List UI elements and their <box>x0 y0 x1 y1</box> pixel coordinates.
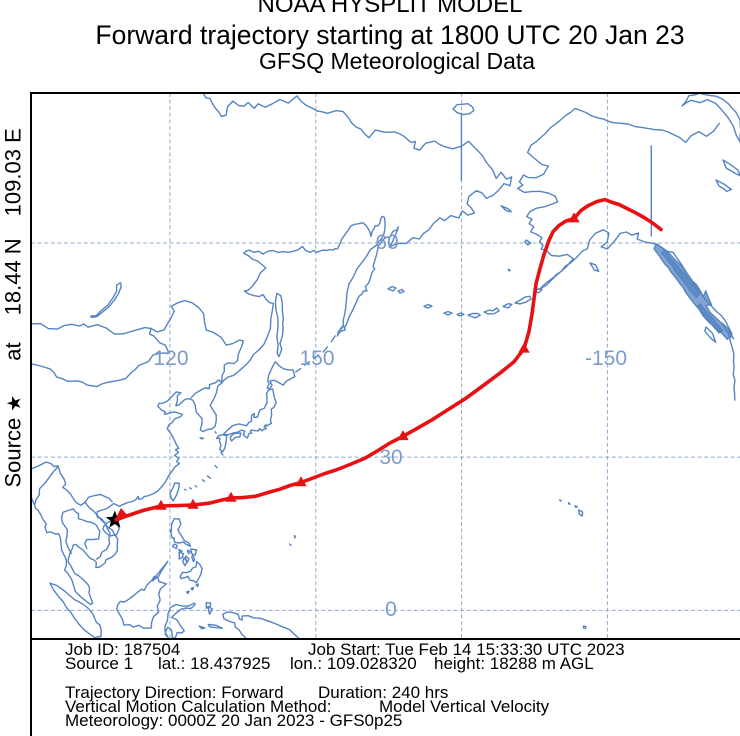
svg-text:-150: -150 <box>585 347 627 370</box>
svg-text:60: 60 <box>375 231 398 254</box>
svg-text:30: 30 <box>379 446 402 469</box>
svg-text:0: 0 <box>385 598 397 621</box>
svg-text:150: 150 <box>299 347 334 370</box>
svg-text:120: 120 <box>153 347 188 370</box>
